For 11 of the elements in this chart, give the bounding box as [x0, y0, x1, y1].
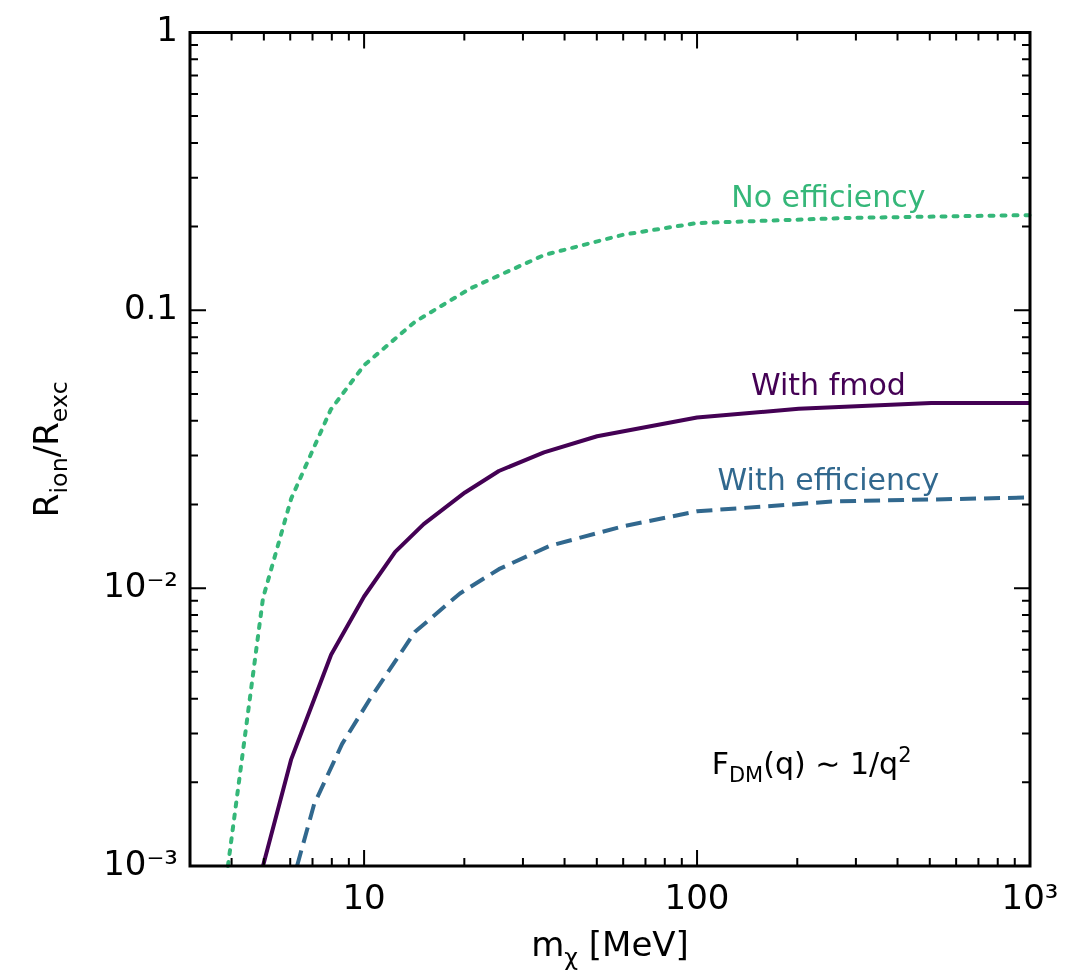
series-label: No efficiency [731, 178, 926, 214]
y-axis-title: Rion/Rexc [26, 381, 73, 518]
y-tick-label: 0.1 [123, 287, 178, 328]
y-tick-label: 10⁻² [103, 564, 178, 605]
y-tick-label: 1 [156, 9, 178, 50]
x-tick-label: 100 [664, 877, 730, 918]
x-tick-label: 10 [342, 877, 386, 918]
y-tick-label: 10⁻³ [103, 842, 178, 883]
x-tick-label: 10³ [1001, 877, 1059, 918]
series-label: With fmod [750, 367, 906, 403]
series-label: With efficiency [717, 461, 940, 497]
